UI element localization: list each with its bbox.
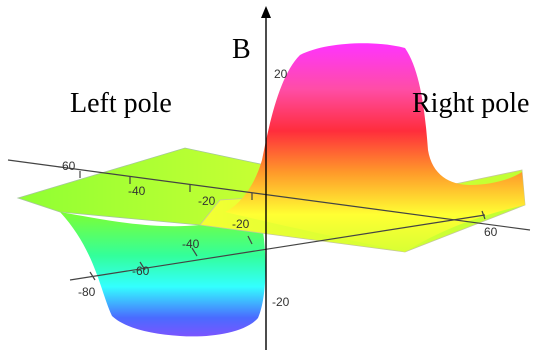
z-axis [261,6,271,350]
x-axis [7,159,531,231]
x-tick-label: -60 [58,159,76,173]
valley-surface [60,212,266,337]
z-tick-label: 20 [274,67,288,81]
y-tick-label: -60 [132,264,150,278]
x-tick-label: -20 [198,194,216,208]
z-axis-arrow [261,6,271,18]
right-pole-label: Right pole [412,88,529,119]
x-tick-label: -40 [128,184,146,198]
left-pole-label: Left pole [70,88,172,119]
b-axis-label: B [232,34,251,65]
y-tick-label: -40 [182,237,200,251]
z-tick-label: -20 [272,295,290,309]
y-axis [69,210,486,281]
y-tick-label: -20 [232,217,250,231]
y-tick-label: 60 [484,225,498,239]
y-tick-label: -80 [78,285,96,299]
peak-surface [225,43,525,253]
